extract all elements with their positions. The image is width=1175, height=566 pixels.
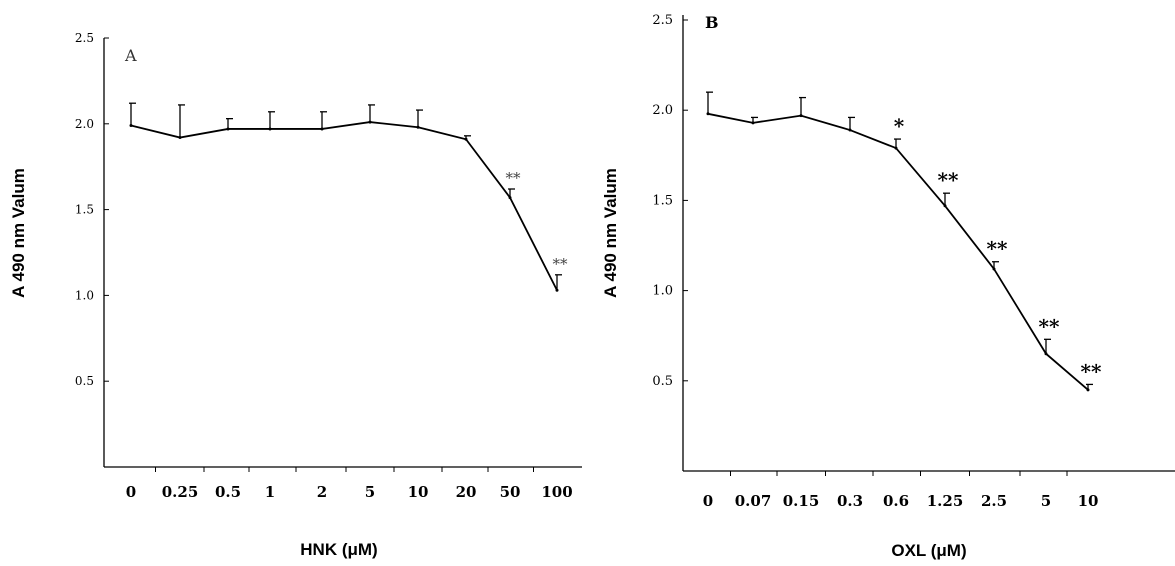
chart-a-errorbars <box>129 102 562 291</box>
chart-a-axes <box>103 37 582 472</box>
series-line <box>707 112 1089 391</box>
data-point <box>894 146 898 150</box>
x-tick-label: 0.3 <box>837 492 863 510</box>
data-point <box>226 127 230 131</box>
y-tick-label: 0.5 <box>652 374 673 389</box>
x-tick-label: 0.07 <box>735 492 772 510</box>
data-point <box>848 128 852 132</box>
data-point <box>178 136 182 140</box>
data-point <box>555 288 559 292</box>
x-tick-label: 1.25 <box>927 492 964 510</box>
chart-b-labels: 0.5 1.0 1.5 2.0 2.5 0 0.07 0.15 0.3 0.6 1.25 2.5 5 10… <box>652 13 1102 510</box>
x-tick-label: 0 <box>126 483 136 501</box>
data-point <box>268 127 272 131</box>
x-tick-label: 0.25 <box>162 483 199 501</box>
significance-marker: * <box>894 114 905 138</box>
y-tick-label: 1.0 <box>652 284 673 299</box>
x-tick-label: 2 <box>317 483 327 501</box>
x-tick-label: 100 <box>541 483 572 501</box>
x-tick-label: 10 <box>1078 492 1099 510</box>
data-point <box>1086 388 1090 392</box>
data-point <box>799 114 803 118</box>
chart-b-line <box>706 112 1090 392</box>
chart-a-panel-letter: A <box>124 46 137 65</box>
x-tick-label: 0 <box>703 492 713 510</box>
y-tick-label: 2.0 <box>652 103 673 118</box>
chart-b-svg: 0.5 1.0 1.5 2.0 2.5 0 0.07 0.15 0.3 0.6 1.25 2.5 5 10… <box>601 13 1175 560</box>
y-tick-label: 1.5 <box>652 193 673 208</box>
x-tick-label: 10 <box>408 483 429 501</box>
series-line <box>130 121 558 291</box>
x-tick-label: 50 <box>500 483 521 501</box>
y-tick-label: 0.5 <box>75 374 94 388</box>
x-tick-label: 2.5 <box>981 492 1007 510</box>
significance-marker: ** <box>1039 314 1060 338</box>
chart-panel-a: 0.5 1.0 1.5 2.0 2.5 0 0.25 0.5 1 2 5 10 20 50 100 ** ** … <box>9 31 582 559</box>
x-tick-label: 5 <box>365 483 375 501</box>
y-tick-label: 2.5 <box>75 31 94 45</box>
significance-marker: ** <box>1081 359 1102 383</box>
chart-b-xlabel: OXL (μM) <box>891 541 966 560</box>
data-point <box>508 196 512 200</box>
data-point <box>416 125 420 129</box>
chart-b-ylabel: A 490 nm Valum <box>601 168 620 298</box>
data-point <box>129 124 133 128</box>
chart-a-svg: 0.51.01.52.02.50 0.25 0.5 1 2 5 10 20 50 100**** … <box>9 31 582 559</box>
significance-marker: ** <box>938 168 959 192</box>
data-point <box>943 204 947 208</box>
chart-panel-b: 0.5 1.0 1.5 2.0 2.5 0 0.07 0.15 0.3 0.6 1.25 2.5 5 10… <box>590 0 1175 566</box>
chart-b-axes <box>682 15 1175 476</box>
x-tick-label: 0.15 <box>783 492 820 510</box>
chart-b-panel-letter: B <box>705 13 719 32</box>
y-tick-label: 2.5 <box>652 13 673 28</box>
significance-marker: ** <box>506 169 522 187</box>
data-point <box>464 137 468 141</box>
x-tick-label: 5 <box>1041 492 1051 510</box>
data-point <box>320 127 324 131</box>
x-tick-label: 20 <box>456 483 477 501</box>
significance-marker: ** <box>553 255 569 273</box>
data-point <box>1044 352 1048 356</box>
chart-a-xlabel: HNK (μM) <box>300 540 377 559</box>
x-tick-label: 0.5 <box>215 483 241 501</box>
data-point <box>706 112 710 116</box>
x-tick-label: 1 <box>265 483 275 501</box>
data-point <box>992 267 996 271</box>
x-tick-label: 0.6 <box>883 492 909 510</box>
chart-a-labels: 0.5 1.0 1.5 2.0 2.5 0 0.25 0.5 1 2 5 10 20 50 100 ** ** <box>75 31 573 501</box>
chart-b-errorbars <box>706 91 1093 390</box>
data-point <box>751 121 755 125</box>
y-tick-label: 1.0 <box>75 288 94 302</box>
chart-a-ylabel: A 490 nm Valum <box>9 168 28 298</box>
y-tick-label: 1.5 <box>75 203 94 217</box>
chart-a-line <box>129 120 559 292</box>
data-point <box>368 120 372 124</box>
significance-marker: ** <box>987 237 1008 261</box>
y-tick-label: 2.0 <box>75 117 94 131</box>
